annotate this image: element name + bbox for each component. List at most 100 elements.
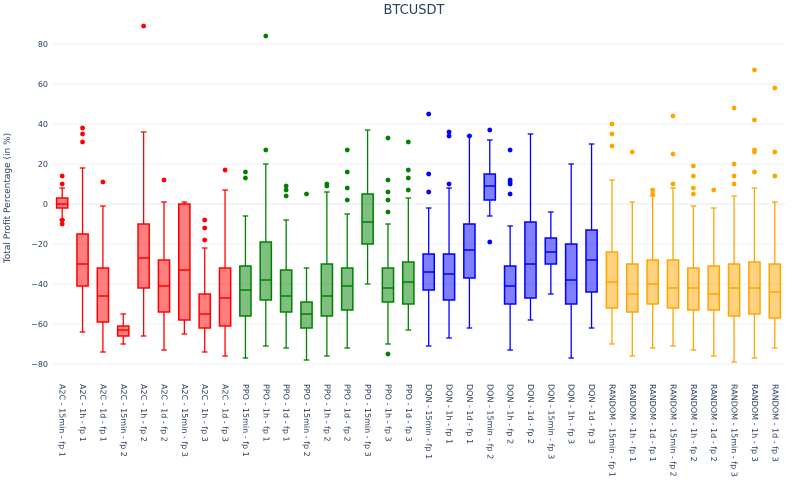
grid-layer — [52, 43, 785, 365]
outlier-point — [670, 151, 676, 157]
outlier-point — [202, 237, 208, 243]
box-30 — [646, 187, 660, 349]
box-iqr — [727, 263, 741, 317]
outlier-point — [507, 147, 513, 153]
x-tick-label: DQN - 1h - fp 1 — [445, 384, 454, 444]
box-iqr — [96, 267, 110, 323]
outlier-point — [446, 129, 452, 135]
outlier-point — [263, 33, 269, 39]
outlier-point — [283, 193, 289, 199]
outlier-point — [59, 217, 65, 223]
x-tick-label: DQN - 1d - fp 1 — [465, 384, 474, 444]
box-23 — [503, 147, 517, 351]
box-32 — [687, 163, 700, 351]
y-tick-label: −80 — [31, 360, 48, 369]
box-layer — [55, 23, 782, 363]
box-iqr — [768, 263, 782, 319]
chart-title: BTCUSDT — [384, 3, 445, 18]
x-tick-label: PPO - 15min - fp 1 — [241, 384, 250, 457]
box-24 — [524, 133, 537, 321]
outlier-point — [467, 133, 472, 139]
box-iqr — [381, 267, 395, 303]
x-tick-label: DQN - 1d - fp 3 — [587, 384, 596, 444]
box-iqr — [198, 293, 212, 329]
x-tick-label: A2C - 15min - fp 2 — [119, 384, 128, 457]
box-iqr — [707, 265, 721, 311]
box-11 — [259, 33, 273, 347]
x-tick-label: A2C - 1h - fp 2 — [139, 384, 148, 442]
outlier-point — [507, 191, 513, 197]
y-tick-label: 0 — [43, 200, 48, 209]
x-tick-label: DQN - 1h - fp 2 — [506, 384, 515, 444]
x-tick-label: RANDOM - 15min - fp 1 — [607, 384, 616, 477]
x-tick-label: PPO - 1h - fp 1 — [261, 384, 270, 442]
x-tick-label: A2C - 15min - fp 3 — [180, 384, 189, 457]
outlier-point — [446, 133, 452, 139]
box-28 — [605, 121, 619, 345]
box-iqr — [666, 259, 680, 309]
box-iqr — [137, 223, 150, 289]
box-iqr — [55, 197, 69, 209]
outlier-point — [324, 181, 330, 187]
box-16 — [361, 129, 374, 285]
x-tick-label: DQN - 1d - fp 2 — [526, 384, 535, 444]
box-iqr — [646, 259, 660, 305]
outlier-point — [283, 183, 289, 189]
outlier-point — [161, 177, 167, 183]
box-iqr — [177, 203, 191, 321]
outlier-point — [487, 239, 493, 245]
outlier-point — [609, 131, 615, 137]
box-21 — [463, 133, 476, 329]
x-tick-label: RANDOM - 15min - fp 2 — [669, 384, 678, 477]
box-34 — [727, 105, 741, 363]
outlier-point — [385, 351, 391, 357]
box-6 — [157, 177, 171, 351]
outlier-point — [202, 217, 208, 223]
outlier-point — [650, 191, 656, 197]
box-iqr — [239, 265, 252, 317]
outlier-point — [609, 121, 615, 127]
box-iqr — [625, 263, 639, 313]
x-tick-label: PPO - 1d - fp 1 — [282, 384, 291, 442]
box-31 — [666, 113, 680, 347]
outlier-point — [426, 111, 432, 117]
box-2 — [76, 125, 89, 333]
outlier-point — [731, 105, 737, 111]
x-tick-label: RANDOM - 1d - fp 1 — [648, 384, 657, 462]
outlier-point — [304, 191, 309, 197]
box-iqr — [259, 241, 273, 301]
outlier-point — [59, 173, 65, 179]
box-iqr — [218, 267, 232, 327]
x-tick-labels: A2C - 15min - fp 1 A2C - 1h - fp 1 A2C - 1… — [58, 384, 780, 477]
box-10 — [239, 169, 252, 359]
box-14 — [320, 181, 334, 357]
y-tick-label: 60 — [38, 80, 48, 89]
outlier-point — [202, 225, 208, 231]
outlier-point — [772, 85, 778, 91]
box-19 — [422, 111, 436, 347]
outlier-point — [731, 161, 737, 167]
outlier-point — [690, 163, 696, 169]
outlier-point — [507, 177, 513, 183]
box-3 — [96, 179, 110, 353]
outlier-point — [752, 169, 757, 175]
outlier-point — [405, 139, 411, 145]
x-tick-label: DQN - 15min - fp 2 — [485, 384, 494, 459]
y-tick-label: −60 — [31, 320, 48, 329]
outlier-point — [385, 209, 391, 215]
box-36 — [768, 85, 782, 349]
box-27 — [585, 143, 598, 329]
box-iqr — [463, 223, 476, 279]
box-13 — [300, 191, 313, 361]
box-iqr — [524, 221, 537, 299]
outlier-point — [80, 131, 85, 137]
x-tick-label: PPO - 15min - fp 2 — [302, 384, 311, 457]
box-iqr — [544, 237, 558, 265]
x-tick-label: PPO - 1h - fp 3 — [383, 384, 392, 442]
outlier-point — [344, 197, 350, 203]
box-iqr — [340, 267, 354, 311]
outlier-point — [772, 173, 778, 179]
box-iqr — [585, 229, 598, 293]
outlier-point — [690, 185, 696, 191]
